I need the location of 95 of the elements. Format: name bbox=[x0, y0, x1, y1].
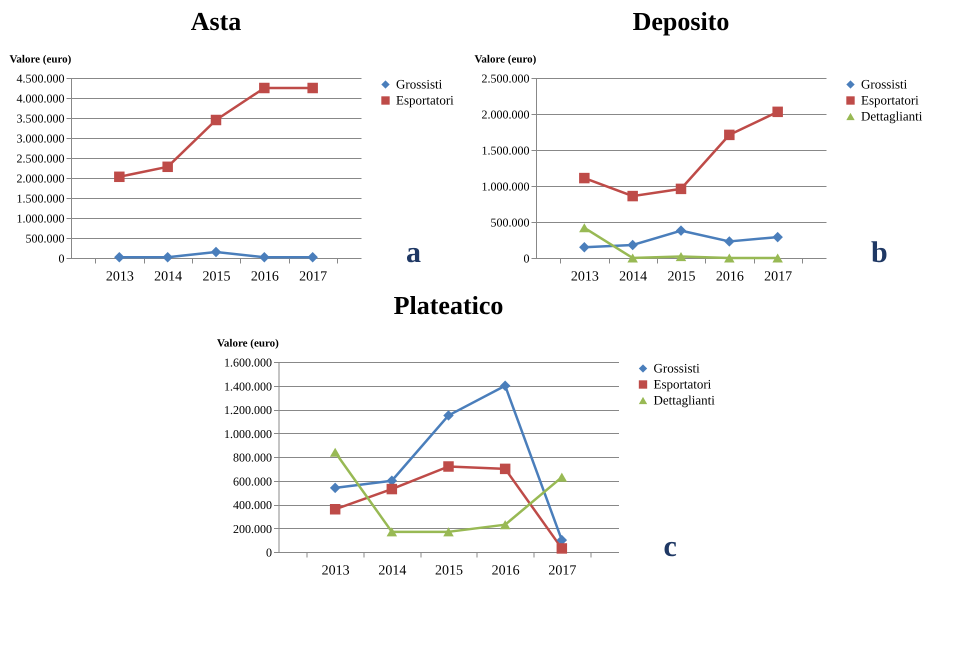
legend-label: Esportatori bbox=[861, 92, 920, 108]
x-tick-label: 2013 bbox=[570, 270, 599, 284]
text: a bbox=[406, 236, 421, 269]
point bbox=[627, 240, 638, 250]
point bbox=[443, 461, 454, 472]
point bbox=[676, 225, 686, 236]
point bbox=[627, 190, 638, 202]
point bbox=[330, 448, 340, 457]
y-tick-label: 2.500.000 bbox=[16, 152, 64, 166]
x-tick-label: 2017 bbox=[764, 270, 792, 284]
legend-label: Grossisti bbox=[861, 76, 908, 92]
y-axis-title: Valore (euro) bbox=[474, 54, 537, 66]
text: b bbox=[871, 236, 888, 269]
legend-label: Dettaglianti bbox=[861, 108, 923, 124]
y-tick-label: 1.000.000 bbox=[224, 426, 272, 441]
point bbox=[330, 482, 340, 494]
chart-title: Plateatico bbox=[394, 291, 504, 320]
y-axis-title: Valore (euro) bbox=[217, 338, 280, 350]
point bbox=[772, 253, 783, 263]
point bbox=[443, 410, 454, 421]
point bbox=[307, 252, 318, 262]
y-tick-label: 2.500.000 bbox=[482, 72, 530, 86]
y-tick-label: 3.500.000 bbox=[16, 112, 64, 126]
point bbox=[330, 504, 340, 514]
point bbox=[579, 223, 590, 232]
point bbox=[724, 253, 735, 263]
point bbox=[579, 242, 590, 252]
legend-label: Grossisti bbox=[396, 76, 443, 92]
y-tick-label: 3.000.000 bbox=[16, 132, 64, 146]
y-tick-label: 4.500.000 bbox=[16, 72, 64, 86]
y-tick-label: 2.000.000 bbox=[16, 172, 64, 186]
x-tick-label: 2016 bbox=[250, 270, 279, 284]
y-tick-label: 4.000.000 bbox=[16, 92, 64, 106]
chart-title: Asta bbox=[190, 7, 242, 36]
x-tick-label: 2015 bbox=[202, 270, 230, 284]
point bbox=[772, 232, 783, 242]
y-tick-label: 500.000 bbox=[26, 232, 64, 246]
x-tick-label: 2013 bbox=[322, 564, 350, 578]
point bbox=[500, 380, 510, 391]
y-tick-label: 1.600.000 bbox=[224, 356, 272, 370]
legend-label: Esportatori bbox=[654, 376, 712, 392]
y-axis-title: Valore (euro) bbox=[10, 54, 72, 66]
x-tick-label: 2017 bbox=[548, 564, 576, 578]
point bbox=[162, 252, 173, 262]
point bbox=[724, 236, 735, 247]
text: c bbox=[664, 530, 677, 563]
point bbox=[627, 253, 638, 263]
point bbox=[259, 252, 270, 262]
chart-title: Deposito bbox=[632, 7, 730, 36]
point bbox=[500, 520, 510, 530]
point bbox=[259, 82, 270, 94]
point bbox=[386, 484, 398, 494]
point bbox=[676, 184, 686, 194]
y-tick-label: 0 bbox=[266, 546, 272, 560]
y-tick-label: 600.000 bbox=[233, 474, 272, 488]
point bbox=[386, 527, 398, 536]
y-tick-label: 200.000 bbox=[233, 522, 272, 536]
point bbox=[556, 543, 568, 554]
point bbox=[556, 472, 568, 482]
x-tick-label: 2017 bbox=[299, 270, 328, 284]
y-tick-label: 400.000 bbox=[233, 498, 272, 512]
y-tick-label: 1.200.000 bbox=[224, 403, 272, 417]
point bbox=[210, 246, 222, 258]
point bbox=[307, 82, 318, 94]
x-tick-label: 2014 bbox=[154, 270, 182, 284]
y-tick-label: 0 bbox=[58, 252, 64, 266]
y-tick-label: 1.500.000 bbox=[16, 192, 64, 206]
point bbox=[114, 172, 125, 182]
point bbox=[772, 106, 783, 118]
x-tick-label: 2013 bbox=[106, 270, 134, 284]
y-tick-label: 1.000.000 bbox=[16, 212, 64, 226]
y-tick-label: 500.000 bbox=[490, 216, 530, 230]
y-tick-label: 1.400.000 bbox=[224, 379, 272, 394]
x-tick-label: 2016 bbox=[492, 564, 520, 578]
x-tick-label: 2015 bbox=[668, 270, 696, 284]
legend-label: Grossisti bbox=[654, 360, 700, 376]
point bbox=[724, 130, 735, 140]
x-tick-label: 2014 bbox=[619, 270, 648, 284]
legend-label: Dettaglianti bbox=[654, 392, 716, 408]
y-tick-label: 1.000.000 bbox=[482, 180, 530, 194]
y-tick-label: 2.000.000 bbox=[482, 108, 530, 122]
y-tick-label: 1.500.000 bbox=[482, 144, 530, 158]
x-tick-label: 2015 bbox=[435, 564, 463, 578]
point bbox=[579, 172, 590, 184]
x-tick-label: 2014 bbox=[378, 564, 406, 578]
point bbox=[500, 464, 510, 474]
point bbox=[162, 162, 173, 172]
y-tick-label: 0 bbox=[524, 252, 530, 266]
point bbox=[114, 252, 125, 262]
point bbox=[443, 527, 454, 536]
point bbox=[676, 252, 686, 262]
x-tick-label: 2016 bbox=[716, 270, 744, 284]
y-tick-label: 800.000 bbox=[233, 450, 272, 464]
point bbox=[210, 114, 222, 126]
legend-label: Esportatori bbox=[396, 92, 454, 108]
